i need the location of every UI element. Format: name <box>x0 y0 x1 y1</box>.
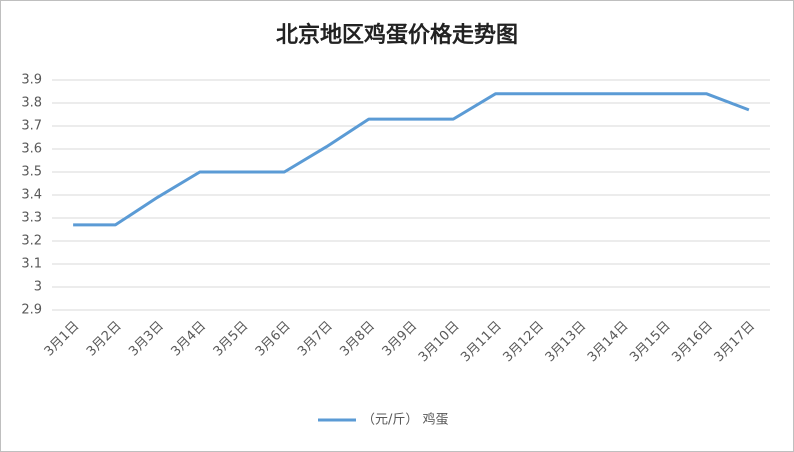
y-tick-label: 3.1 <box>21 257 42 272</box>
y-tick-label: 3.2 <box>21 234 42 249</box>
y-tick-label: 3.4 <box>21 188 42 203</box>
y-tick-label: 3.5 <box>21 165 42 180</box>
y-tick-label: 2.9 <box>21 303 42 318</box>
y-tick-label: 3.9 <box>21 73 42 88</box>
line <box>73 92 750 227</box>
y-tick-label: 3.3 <box>21 211 42 226</box>
y-tick-label: 3.7 <box>21 119 42 134</box>
legend-label: （元/斤） 鸡蛋 <box>362 412 449 428</box>
y-tick-label: 3.8 <box>21 96 42 111</box>
y-tick-label: 3 <box>34 280 42 295</box>
chart-title: 北京地区鸡蛋价格走势图 <box>276 22 518 48</box>
y-tick-label: 3.6 <box>21 142 42 157</box>
